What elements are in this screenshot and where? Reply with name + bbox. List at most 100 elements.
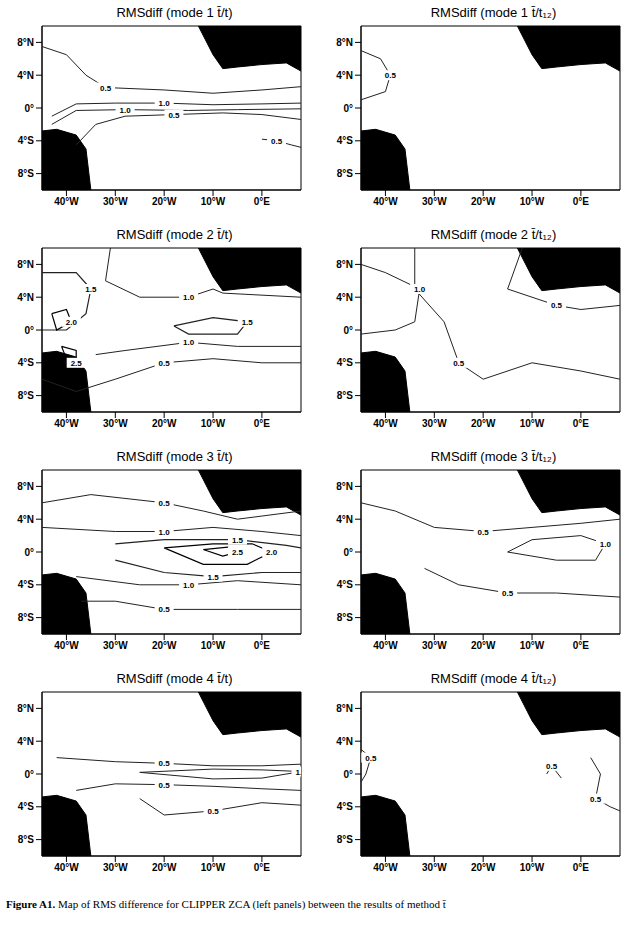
svg-text:4°N: 4°N bbox=[336, 736, 353, 747]
svg-text:4°N: 4°N bbox=[336, 514, 353, 525]
svg-text:4°N: 4°N bbox=[336, 292, 353, 303]
svg-text:8°N: 8°N bbox=[17, 703, 34, 714]
svg-text:30°W: 30°W bbox=[103, 640, 128, 651]
svg-text:0.5: 0.5 bbox=[271, 137, 283, 146]
svg-text:1.5: 1.5 bbox=[242, 318, 254, 327]
svg-text:8°N: 8°N bbox=[17, 37, 34, 48]
svg-text:4°N: 4°N bbox=[336, 70, 353, 81]
svg-text:0°: 0° bbox=[343, 325, 353, 336]
svg-text:2.5: 2.5 bbox=[71, 359, 83, 368]
svg-text:4°S: 4°S bbox=[337, 801, 354, 812]
svg-text:0°E: 0°E bbox=[254, 640, 271, 651]
svg-text:8°N: 8°N bbox=[336, 37, 353, 48]
svg-text:0.5: 0.5 bbox=[590, 795, 602, 804]
svg-text:0.5: 0.5 bbox=[551, 301, 563, 310]
svg-text:8°S: 8°S bbox=[18, 390, 35, 401]
svg-text:8°N: 8°N bbox=[17, 259, 34, 270]
svg-text:20°W: 20°W bbox=[152, 640, 177, 651]
svg-text:40°W: 40°W bbox=[54, 862, 79, 873]
svg-text:1.0: 1.0 bbox=[120, 106, 132, 115]
svg-text:30°W: 30°W bbox=[422, 196, 447, 207]
svg-text:40°W: 40°W bbox=[373, 640, 398, 651]
svg-text:0.5: 0.5 bbox=[365, 754, 377, 763]
svg-text:0°: 0° bbox=[24, 547, 34, 558]
svg-text:8°S: 8°S bbox=[18, 168, 35, 179]
svg-text:40°W: 40°W bbox=[54, 418, 79, 429]
svg-text:0°: 0° bbox=[24, 325, 34, 336]
svg-text:1.0: 1.0 bbox=[183, 293, 195, 302]
svg-text:0°E: 0°E bbox=[573, 862, 590, 873]
svg-text:8°S: 8°S bbox=[337, 390, 354, 401]
svg-text:0.5: 0.5 bbox=[453, 359, 465, 368]
svg-text:0.5: 0.5 bbox=[502, 589, 514, 598]
svg-text:0°: 0° bbox=[343, 547, 353, 558]
svg-text:10°W: 10°W bbox=[201, 862, 226, 873]
svg-text:1.5: 1.5 bbox=[85, 285, 97, 294]
svg-text:4°S: 4°S bbox=[18, 135, 35, 146]
svg-text:4°S: 4°S bbox=[18, 801, 35, 812]
svg-text:0.5: 0.5 bbox=[159, 605, 171, 614]
svg-text:4°N: 4°N bbox=[17, 70, 34, 81]
svg-text:40°W: 40°W bbox=[54, 640, 79, 651]
svg-text:10°W: 10°W bbox=[201, 640, 226, 651]
svg-text:2.5: 2.5 bbox=[232, 548, 244, 557]
svg-text:1.5: 1.5 bbox=[207, 573, 219, 582]
svg-text:30°W: 30°W bbox=[422, 862, 447, 873]
svg-text:8°S: 8°S bbox=[337, 168, 354, 179]
svg-text:1.0: 1.0 bbox=[600, 540, 612, 549]
svg-text:0°: 0° bbox=[343, 769, 353, 780]
svg-text:1.0: 1.0 bbox=[183, 338, 195, 347]
svg-text:0.5: 0.5 bbox=[159, 359, 171, 368]
svg-text:0°E: 0°E bbox=[573, 196, 590, 207]
svg-text:40°W: 40°W bbox=[373, 418, 398, 429]
svg-text:0.5: 0.5 bbox=[207, 807, 219, 816]
svg-text:8°N: 8°N bbox=[336, 259, 353, 270]
svg-text:0.5: 0.5 bbox=[385, 71, 397, 80]
svg-text:10°W: 10°W bbox=[201, 418, 226, 429]
svg-text:4°N: 4°N bbox=[17, 292, 34, 303]
svg-text:30°W: 30°W bbox=[103, 862, 128, 873]
svg-text:20°W: 20°W bbox=[152, 862, 177, 873]
svg-text:4°N: 4°N bbox=[17, 736, 34, 747]
svg-text:4°S: 4°S bbox=[337, 579, 354, 590]
svg-text:0.5: 0.5 bbox=[159, 499, 171, 508]
svg-text:0°E: 0°E bbox=[254, 862, 271, 873]
svg-text:0°E: 0°E bbox=[573, 640, 590, 651]
svg-text:8°S: 8°S bbox=[18, 612, 35, 623]
svg-text:4°S: 4°S bbox=[337, 357, 354, 368]
svg-text:20°W: 20°W bbox=[471, 640, 496, 651]
svg-text:0°: 0° bbox=[24, 769, 34, 780]
svg-text:4°S: 4°S bbox=[18, 357, 35, 368]
svg-text:4°N: 4°N bbox=[17, 514, 34, 525]
svg-text:20°W: 20°W bbox=[471, 862, 496, 873]
svg-text:40°W: 40°W bbox=[54, 196, 79, 207]
svg-text:30°W: 30°W bbox=[422, 418, 447, 429]
svg-text:30°W: 30°W bbox=[103, 418, 128, 429]
svg-text:20°W: 20°W bbox=[152, 196, 177, 207]
svg-text:40°W: 40°W bbox=[373, 862, 398, 873]
svg-text:1.0: 1.0 bbox=[183, 581, 195, 590]
svg-text:40°W: 40°W bbox=[373, 196, 398, 207]
svg-text:0°E: 0°E bbox=[254, 418, 271, 429]
svg-text:0.5: 0.5 bbox=[100, 84, 112, 93]
svg-text:4°S: 4°S bbox=[18, 579, 35, 590]
svg-text:8°N: 8°N bbox=[17, 481, 34, 492]
svg-text:20°W: 20°W bbox=[471, 418, 496, 429]
svg-text:20°W: 20°W bbox=[471, 196, 496, 207]
svg-text:8°S: 8°S bbox=[337, 834, 354, 845]
svg-text:1.0: 1.0 bbox=[159, 99, 171, 108]
svg-text:10°W: 10°W bbox=[520, 418, 545, 429]
svg-text:30°W: 30°W bbox=[422, 640, 447, 651]
svg-text:0°: 0° bbox=[24, 103, 34, 114]
svg-text:1.0: 1.0 bbox=[414, 285, 426, 294]
svg-text:30°W: 30°W bbox=[103, 196, 128, 207]
svg-text:0.5: 0.5 bbox=[478, 528, 490, 537]
svg-text:0.5: 0.5 bbox=[168, 111, 180, 120]
svg-text:1.0: 1.0 bbox=[295, 768, 301, 777]
svg-text:8°S: 8°S bbox=[337, 612, 354, 623]
svg-text:0°E: 0°E bbox=[254, 196, 271, 207]
svg-text:1.5: 1.5 bbox=[232, 536, 244, 545]
svg-text:0.5: 0.5 bbox=[159, 759, 171, 768]
svg-text:8°N: 8°N bbox=[336, 481, 353, 492]
svg-text:8°S: 8°S bbox=[18, 834, 35, 845]
